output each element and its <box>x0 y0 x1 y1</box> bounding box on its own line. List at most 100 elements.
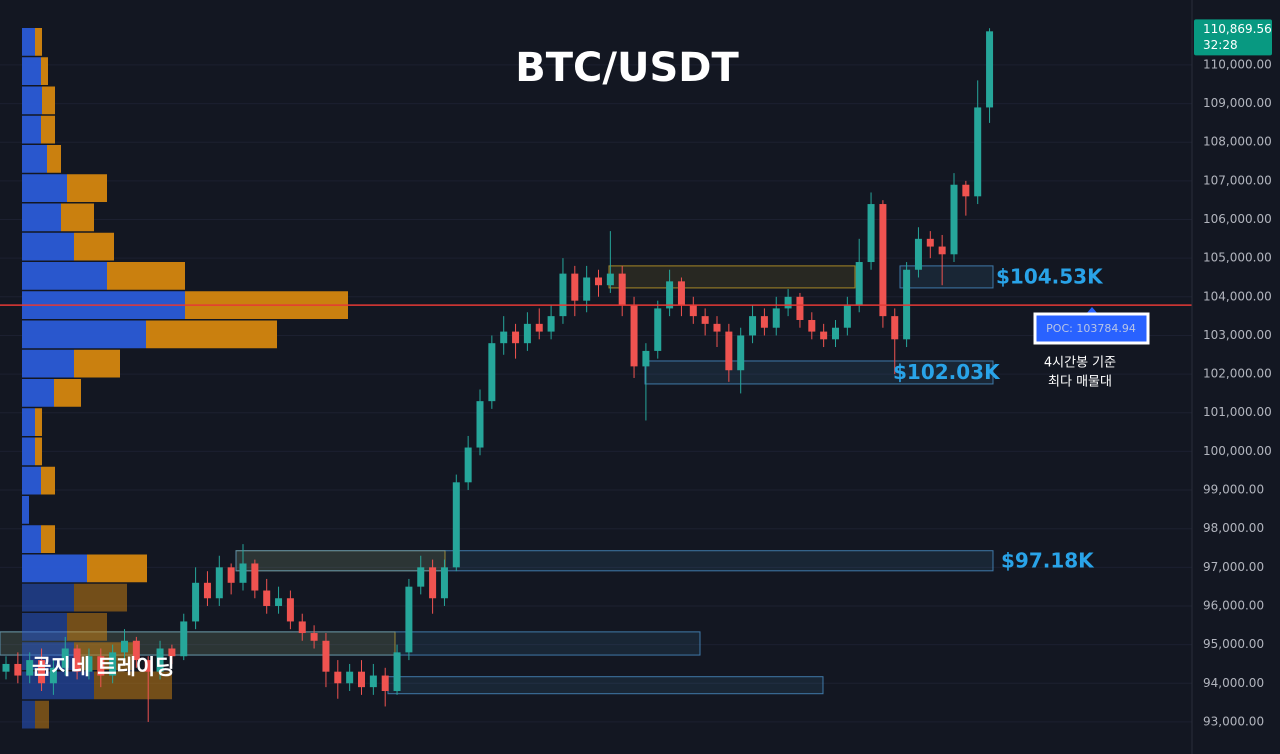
candle-body <box>618 273 626 305</box>
candle-body <box>701 316 709 324</box>
profile-buy <box>22 349 74 378</box>
profile-buy <box>22 28 35 56</box>
profile-sell <box>35 437 42 466</box>
profile-buy <box>22 379 54 407</box>
profile-sell <box>94 671 172 700</box>
candle-body <box>974 107 982 197</box>
candle-body <box>14 663 22 676</box>
zone <box>899 265 994 289</box>
profile-buy <box>22 86 42 115</box>
candle-body <box>855 262 863 305</box>
candle-body <box>535 323 543 332</box>
candle-body <box>843 304 851 328</box>
candle-body <box>192 582 200 622</box>
y-tick-label: 95,000.00 <box>1203 637 1264 651</box>
candle-body <box>559 273 567 317</box>
candle-body <box>820 331 828 340</box>
candle-body <box>950 184 958 255</box>
candle-body <box>452 482 460 568</box>
candle-body <box>677 281 685 305</box>
y-tick-label: 98,000.00 <box>1203 521 1264 535</box>
candles <box>2 28 994 722</box>
profile-buy <box>22 174 67 202</box>
candle-body <box>215 567 223 599</box>
profile-buy <box>22 671 94 700</box>
candle-body <box>203 582 211 599</box>
profile-buy <box>22 437 35 466</box>
candle-body <box>725 331 733 371</box>
chart-title: BTC/USDT <box>515 45 739 91</box>
volume-profile <box>22 28 348 729</box>
candle-body <box>49 667 57 684</box>
candle-body <box>429 567 437 599</box>
candle-body <box>523 323 531 344</box>
candle-body <box>168 648 176 657</box>
candle-body <box>156 648 164 672</box>
candle-body <box>121 640 128 653</box>
profile-sell <box>42 86 55 115</box>
candle-body <box>583 277 591 301</box>
candle-body <box>749 316 757 336</box>
candle-body <box>891 316 899 340</box>
profile-buy <box>22 145 47 173</box>
candle-body <box>38 660 46 684</box>
profile-buy <box>22 115 41 144</box>
zone <box>608 265 856 289</box>
profile-sell <box>67 613 107 641</box>
candle-body <box>464 447 472 483</box>
candle-body <box>358 671 365 688</box>
candle-body <box>832 327 839 340</box>
candle-body <box>867 204 875 263</box>
profile-buy <box>22 583 74 612</box>
candle-body <box>310 633 318 641</box>
zone <box>387 676 824 695</box>
y-tick-label: 103,000.00 <box>1203 328 1272 342</box>
candle-body <box>666 281 674 309</box>
candle-body <box>381 675 389 692</box>
zone <box>235 550 994 572</box>
candle-body <box>796 296 804 320</box>
profile-sell <box>54 379 81 407</box>
candle-body <box>298 621 306 634</box>
profile-buy <box>22 466 41 495</box>
candle-body <box>73 648 81 672</box>
profile-sell <box>74 232 114 261</box>
candle-body <box>346 671 354 684</box>
y-tick-label: 101,000.00 <box>1203 405 1272 419</box>
profile-sell <box>146 320 277 349</box>
candle-body <box>144 660 152 672</box>
candle-body <box>393 652 401 692</box>
candle-body <box>26 660 34 676</box>
poc-note: 4시간봉 기준 <box>1044 356 1116 371</box>
candle-body <box>879 204 887 317</box>
candle-body <box>417 567 425 587</box>
candle-body <box>109 652 117 676</box>
candle-body <box>808 319 816 332</box>
zone-label: $104.53K <box>996 264 1104 288</box>
profile-buy <box>22 203 61 232</box>
profile-sell <box>107 262 185 290</box>
poc-pointer <box>1086 307 1098 314</box>
candle-body <box>251 563 259 591</box>
y-tick-label: 93,000.00 <box>1203 714 1264 728</box>
candle-body <box>227 567 235 583</box>
candle-body <box>938 246 946 255</box>
y-tick-label: 99,000.00 <box>1203 483 1264 497</box>
candle-body <box>962 184 970 197</box>
profile-sell <box>87 554 147 583</box>
candle-body <box>440 567 448 599</box>
candle-body <box>405 586 413 653</box>
candle-body <box>571 273 579 301</box>
candle-body <box>275 598 283 606</box>
profile-buy <box>22 496 29 524</box>
candle-body <box>642 350 650 367</box>
candle-body <box>286 598 294 622</box>
watermark: 곰지네 트레이딩 <box>32 655 175 679</box>
profile-sell <box>35 408 42 436</box>
profile-sell <box>47 145 61 173</box>
profile-buy <box>22 525 41 553</box>
candle-body <box>760 316 768 328</box>
current-price-label: 110,869.56 <box>1203 22 1272 36</box>
